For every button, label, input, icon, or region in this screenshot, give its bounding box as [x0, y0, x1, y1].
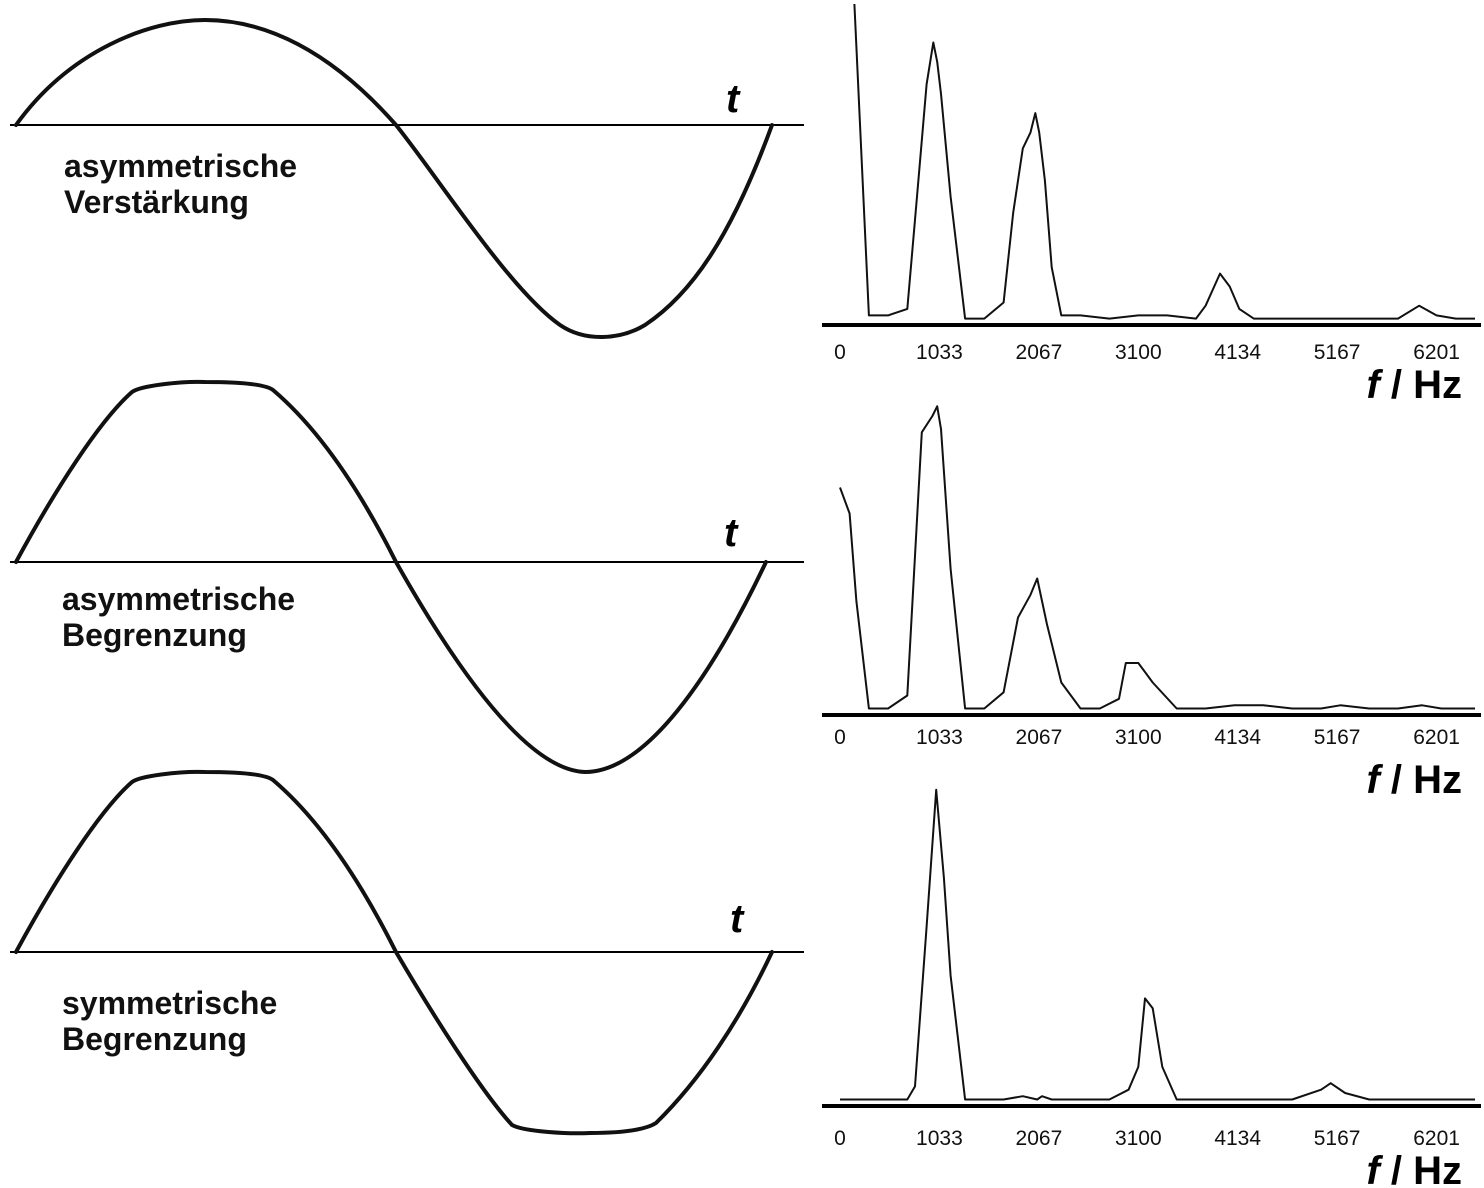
spectrum-1-tick-label: 5167	[1314, 341, 1361, 364]
spectrum-2-tick-label: 1033	[916, 726, 963, 749]
time-panel-3: t symmetrische Begrenzung	[10, 769, 804, 1136]
spectrum-3-tick-label: 5167	[1314, 1127, 1361, 1150]
time-axis-label-2: t	[724, 511, 739, 555]
spectrum-chart-2: 0 1033 2067 3100 4134 5167 6201 f / Hz	[822, 405, 1481, 802]
spectrum-3-tick-label: 1033	[916, 1127, 963, 1150]
spectrum-3-tick-label: 6201	[1413, 1127, 1460, 1150]
spectrum-1-tick-label: 6201	[1413, 341, 1460, 364]
spectrum-1-tick-label: 1033	[916, 341, 963, 364]
time-axis-label-3: t	[730, 897, 745, 941]
spectrum-2-tick-label: 3100	[1115, 726, 1162, 749]
waveform-asymmetric-clipping	[14, 379, 768, 774]
waveform-label-2-line-1: asymmetrische	[62, 581, 295, 617]
spectrum-2-tick-label: 0	[834, 726, 846, 749]
spectrum-2-x-axis-label-unit: / Hz	[1380, 758, 1462, 802]
waveform-label-3-line-1: symmetrische	[62, 985, 277, 1021]
spectrum-1-x-axis-label-symbol: f	[1366, 363, 1383, 407]
spectrum-1-tick-label: 3100	[1115, 341, 1162, 364]
spectrum-1-x-axis-label-unit: / Hz	[1380, 363, 1462, 407]
spectrum-3-tick-label: 0	[834, 1127, 846, 1150]
spectrum-2-x-axis-label-symbol: f	[1366, 758, 1383, 802]
waveform-label-3: symmetrische Begrenzung	[62, 985, 286, 1057]
waveform-label-2-line-2: Begrenzung	[62, 617, 247, 653]
spectrum-1-x-axis-label: f / Hz	[1366, 363, 1462, 407]
waveform-label-1-line-2: Verstärkung	[64, 184, 249, 220]
spectrum-3-tick-label: 4134	[1214, 1127, 1261, 1150]
time-axis-label-1: t	[726, 77, 741, 121]
spectrum-2-tick-label: 2067	[1016, 726, 1063, 749]
waveform-symmetric-clipping	[14, 769, 774, 1136]
spectrum-1-tick-label: 0	[834, 341, 846, 364]
spectrum-3-series-line	[840, 788, 1475, 1101]
spectrum-3-x-axis-label-unit: / Hz	[1380, 1149, 1462, 1188]
spectrum-2-tick-label: 5167	[1314, 726, 1361, 749]
waveform-label-2: asymmetrische Begrenzung	[62, 581, 304, 653]
spectrum-3-tick-label: 3100	[1115, 1127, 1162, 1150]
waveform-asymmetric-amplification	[14, 18, 774, 339]
spectrum-3-x-axis-label: f / Hz	[1366, 1149, 1462, 1188]
waveform-label-1-line-1: asymmetrische	[64, 148, 297, 184]
spectrum-3-x-axis-label-symbol: f	[1366, 1149, 1383, 1188]
time-panel-1: t asymmetrische Verstärkung	[10, 18, 804, 339]
spectrum-2-tick-label: 6201	[1413, 726, 1460, 749]
waveform-label-3-line-2: Begrenzung	[62, 1021, 247, 1057]
spectrum-2-x-axis-label: f / Hz	[1366, 758, 1462, 802]
spectrum-2-tick-label: 4134	[1214, 726, 1261, 749]
spectrum-2-series-line	[839, 405, 1475, 710]
spectrum-1-tick-label: 2067	[1016, 341, 1063, 364]
waveform-label-1: asymmetrische Verstärkung	[64, 148, 306, 220]
spectrum-3-tick-label: 2067	[1016, 1127, 1063, 1150]
spectrum-1-series-line	[853, 3, 1475, 320]
time-panel-2: t asymmetrische Begrenzung	[10, 379, 804, 774]
spectrum-1-tick-label: 4134	[1214, 341, 1261, 364]
